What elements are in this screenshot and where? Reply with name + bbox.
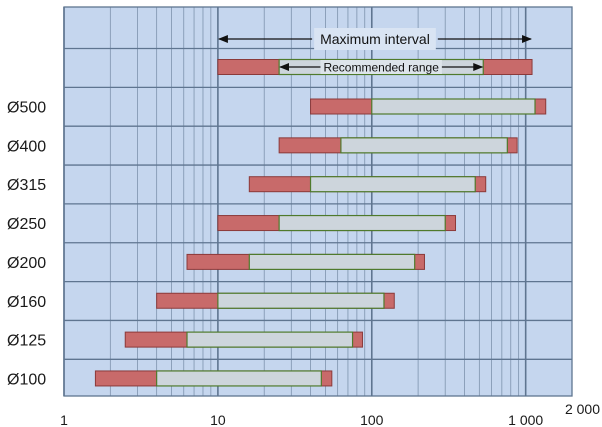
category-label: Ø400 xyxy=(7,138,46,155)
x-tick-label: 1 000 xyxy=(508,412,543,427)
legend-annotation: Maximum interval Recommended range xyxy=(217,28,533,76)
recommended-range-bar xyxy=(156,370,322,387)
max-interval-label-background xyxy=(314,28,436,50)
x-tick-label: 2 000 xyxy=(565,401,600,417)
recommended-range-bar xyxy=(248,253,416,270)
recommended-range-bar xyxy=(309,176,476,193)
recommended-range-bar xyxy=(217,292,385,309)
category-label: Ø500 xyxy=(7,100,46,117)
category-label: Ø200 xyxy=(7,255,46,272)
category-label: Ø160 xyxy=(7,294,46,311)
max-interval-label: Maximum interval xyxy=(320,31,430,47)
plot-border xyxy=(63,6,573,397)
x-tick-labels: 1 10 100 1 000 2 000 xyxy=(60,401,600,427)
x-tick-label: 100 xyxy=(360,412,384,427)
recommended-range-bar xyxy=(186,331,354,348)
x-tick-label: 10 xyxy=(210,412,226,427)
category-label: Ø125 xyxy=(7,333,46,350)
recommended-range-bar xyxy=(371,98,536,115)
category-labels: Ø500 Ø400 Ø315 Ø250 Ø200 Ø160 Ø125 Ø100 xyxy=(7,100,46,389)
bars xyxy=(94,98,547,387)
grid-lines xyxy=(63,6,573,397)
x-tick-label: 1 xyxy=(60,412,68,427)
recommended-label-background xyxy=(320,60,442,74)
category-label: Ø250 xyxy=(7,216,46,233)
recommended-range-label: Recommended range xyxy=(323,61,439,75)
category-label: Ø315 xyxy=(7,177,46,194)
recommended-range-bar xyxy=(278,214,446,232)
category-label: Ø100 xyxy=(7,371,46,388)
recommended-range-bar xyxy=(340,137,508,154)
